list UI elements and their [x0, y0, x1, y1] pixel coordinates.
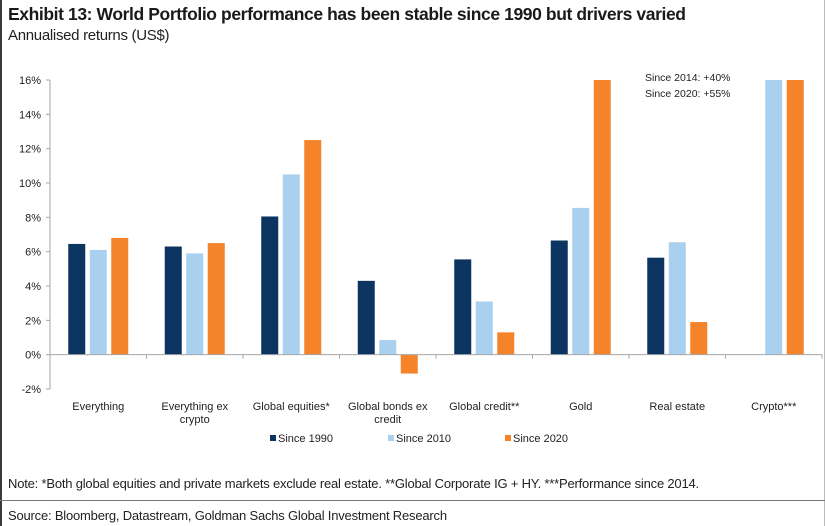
bar-since-2020 — [497, 332, 515, 355]
x-tick-label: Crypto*** — [751, 401, 797, 413]
bars — [68, 80, 804, 374]
y-tick-label: -2% — [21, 384, 41, 396]
y-tick-label: 4% — [25, 281, 41, 293]
x-tick-label: Global bonds ex credit — [348, 401, 428, 426]
bar-since-1990 — [454, 259, 472, 355]
y-axis: -2% 0% 2% 4% 6% 8% 10% 12% 14% 16% — [19, 75, 51, 396]
annotations: Since 2014: +40% Since 2020: +55% — [645, 72, 731, 100]
source-line: Source: Bloomberg, Datastream, Goldman S… — [8, 508, 447, 523]
bar-since-2010 — [89, 249, 107, 355]
x-tick-label: Global credit** — [449, 401, 520, 413]
bar-since-2020 — [207, 243, 225, 355]
x-tick-label-line: credit — [374, 414, 401, 426]
legend-label: Since 1990 — [278, 433, 333, 445]
y-tick-label: 2% — [25, 315, 41, 327]
bar-chart: -2%0%2%4%6%8%10%12%14%16% Everything Ever… — [19, 72, 823, 445]
bar-since-2010 — [475, 301, 493, 355]
bar-since-2020 — [400, 354, 418, 374]
legend-swatch — [270, 435, 276, 441]
y-tick-label: 6% — [25, 247, 41, 259]
bar-since-1990 — [164, 246, 182, 355]
bar-since-2020 — [593, 80, 611, 355]
y-tick-label: 12% — [19, 144, 41, 156]
footnote: Note: *Both global equities and private … — [8, 476, 699, 491]
x-axis: Everything Everything ex crypto Global equi… — [49, 354, 823, 426]
bar-since-1990 — [550, 240, 568, 355]
annotation-label: Since 2020: +55% — [645, 88, 731, 100]
bar-since-2010 — [765, 80, 783, 355]
x-tick-label-line: Crypto*** — [751, 401, 797, 413]
bar-since-1990 — [357, 280, 375, 355]
bar-since-2010 — [282, 174, 300, 355]
x-tick-label-line: Everything — [72, 401, 124, 413]
bar-since-1990 — [68, 243, 86, 355]
bar-since-2020 — [111, 237, 129, 355]
bar-since-2010 — [668, 242, 686, 355]
y-tick-label: 14% — [19, 109, 41, 121]
x-tick-label-line: Gold — [569, 401, 592, 413]
y-tick-label: 10% — [19, 178, 41, 190]
x-tick-label-line: Global credit** — [449, 401, 520, 413]
x-tick-label: Real estate — [649, 401, 705, 413]
y-tick-label: 8% — [25, 212, 41, 224]
bar-since-2010 — [572, 207, 590, 355]
y-tick-label: 0% — [25, 350, 41, 362]
x-tick-label: Everything ex crypto — [161, 401, 228, 426]
bar-since-2020 — [786, 80, 804, 355]
annotation-label: Since 2014: +40% — [645, 72, 731, 84]
legend-label: Since 2010 — [396, 433, 451, 445]
x-tick-label: Everything — [72, 401, 124, 413]
x-tick-label-line: Everything ex — [161, 401, 228, 413]
divider — [0, 500, 825, 501]
bar-since-2010 — [379, 340, 397, 355]
legend-label: Since 2020 — [513, 433, 568, 445]
bar-since-2020 — [690, 322, 708, 355]
chart-title: Exhibit 13: World Portfolio performance … — [8, 4, 686, 24]
x-tick-label-line: Real estate — [649, 401, 705, 413]
x-tick-label-line: Global bonds ex — [348, 401, 428, 413]
bar-since-1990 — [647, 257, 665, 355]
x-tick-label: Gold — [569, 401, 592, 413]
legend-swatch — [388, 435, 394, 441]
frame-border-left — [0, 0, 2, 526]
chart-subtitle: Annualised returns (US$) — [8, 27, 170, 44]
y-tick-label: 16% — [19, 75, 41, 87]
bar-since-1990 — [261, 216, 279, 355]
x-tick-label-line: Global equities* — [253, 401, 331, 413]
x-tick-label: Global equities* — [253, 401, 331, 413]
legend: Since 1990 Since 2010 Since 2020 — [270, 433, 568, 445]
x-tick-label-line: crypto — [180, 414, 210, 426]
bar-since-2010 — [186, 253, 204, 355]
legend-swatch — [505, 435, 511, 441]
bar-since-2020 — [304, 140, 322, 355]
